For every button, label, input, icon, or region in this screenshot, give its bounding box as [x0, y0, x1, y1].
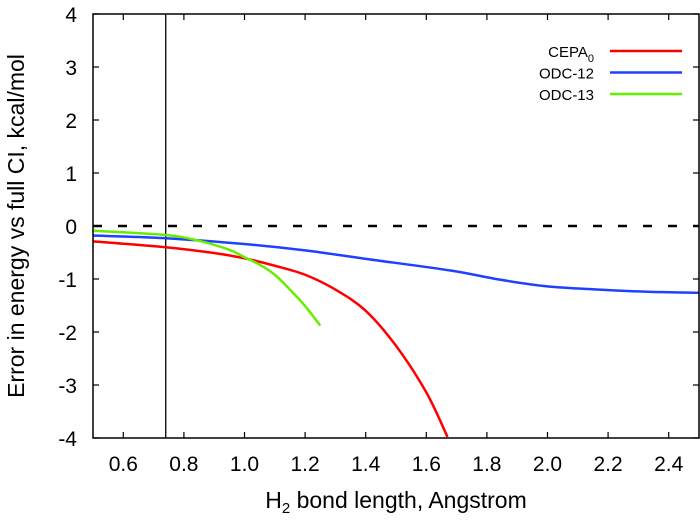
legend-label-cepa0: CEPA0	[548, 44, 594, 65]
y-tick-label: -3	[58, 375, 77, 398]
x-tick-label: 1.8	[472, 453, 501, 476]
y-tick-label: -4	[58, 428, 77, 451]
x-tick-label: 2.4	[654, 453, 684, 476]
legend-label-odc-13: ODC-13	[539, 87, 594, 104]
x-tick-label: 0.8	[169, 453, 198, 476]
y-tick-label: 0	[65, 216, 77, 239]
series-line-odc-12	[93, 234, 699, 295]
x-tick-label: 1.0	[230, 453, 259, 476]
y-tick-label: 2	[65, 110, 77, 133]
series-line-odc-13	[93, 229, 322, 327]
x-tick-label: 1.4	[351, 453, 381, 476]
x-tick-label: 2.0	[533, 453, 562, 476]
series-line-cepa0	[93, 240, 449, 438]
y-axis-label: Error in energy vs full CI, kcal/mol	[3, 54, 29, 398]
x-axis-label: H2 bond length, Angstrom	[265, 487, 527, 517]
y-tick-label: 4	[65, 4, 77, 27]
x-tick-label: 1.2	[290, 453, 319, 476]
x-tick-label: 1.6	[412, 453, 441, 476]
y-tick-label: 1	[65, 163, 77, 186]
x-tick-label: 2.2	[593, 453, 622, 476]
legend-label-odc-12: ODC-12	[539, 66, 594, 83]
y-tick-label: -1	[58, 269, 77, 292]
y-tick-label: -2	[58, 322, 77, 345]
x-tick-label: 0.6	[109, 453, 138, 476]
y-tick-label: 3	[65, 57, 77, 80]
